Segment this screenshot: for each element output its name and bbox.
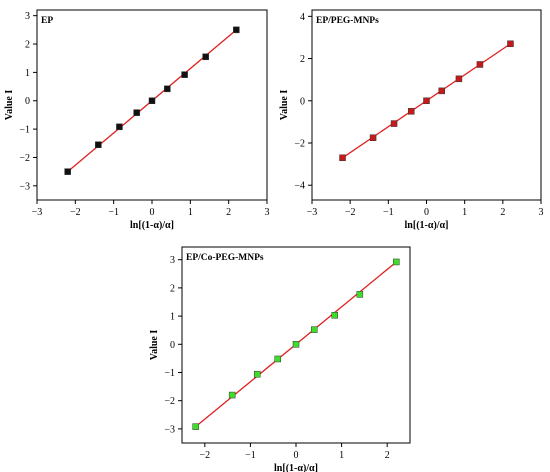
x-tick-label: 2 bbox=[226, 207, 231, 218]
x-tick-label: 1 bbox=[339, 450, 344, 461]
x-tick-label: −1 bbox=[108, 207, 119, 218]
x-tick-label: 3 bbox=[539, 207, 544, 218]
data-point bbox=[390, 120, 398, 127]
y-tick-label: 3 bbox=[25, 11, 30, 22]
plot-frame bbox=[311, 9, 542, 201]
x-tick-label: 1 bbox=[462, 207, 467, 218]
y-tick-label: 1 bbox=[25, 68, 30, 79]
data-point bbox=[95, 141, 102, 148]
x-tick-label: −2 bbox=[70, 207, 81, 218]
x-tick-label: 1 bbox=[188, 207, 193, 218]
data-point bbox=[310, 326, 318, 333]
y-tick-label: 4 bbox=[300, 12, 305, 23]
x-axis-label: ln[(1-α)/α] bbox=[274, 463, 318, 472]
y-tick-label: 3 bbox=[170, 255, 175, 266]
plot-frame bbox=[36, 9, 268, 201]
data-point bbox=[164, 85, 171, 93]
data-point bbox=[148, 97, 156, 104]
y-tick-label: −2 bbox=[294, 139, 305, 150]
data-point bbox=[292, 341, 300, 348]
y-tick-label: −4 bbox=[294, 181, 305, 192]
x-tick-label: −2 bbox=[199, 450, 210, 461]
x-tick-label: −3 bbox=[32, 207, 43, 218]
y-tick-label: −2 bbox=[164, 396, 175, 407]
data-point bbox=[407, 108, 415, 115]
data-point bbox=[339, 154, 346, 162]
data-point bbox=[274, 355, 282, 363]
y-axis-label: Value I bbox=[149, 330, 160, 361]
y-tick-label: −1 bbox=[19, 125, 30, 136]
data-point bbox=[253, 370, 261, 378]
data-point bbox=[369, 134, 377, 141]
x-tick-label: −2 bbox=[345, 207, 356, 218]
x-tick-label: 0 bbox=[424, 207, 429, 218]
panel-title: EP/PEG-MNPs bbox=[316, 16, 379, 26]
data-point bbox=[455, 75, 463, 83]
x-tick-label: 3 bbox=[265, 207, 270, 218]
data-point bbox=[438, 87, 446, 95]
y-tick-label: 1 bbox=[170, 312, 175, 323]
data-point bbox=[116, 123, 123, 131]
data-point bbox=[393, 258, 400, 266]
chart-panel-ep-peg-mnps: −3 −2 −1 0 1 2 3 −4 −2 0 2 4 EP/PEG-MNPs ln[(1-α)/α] V… bbox=[279, 9, 544, 231]
data-point bbox=[228, 391, 236, 399]
data-point bbox=[356, 291, 364, 298]
y-tick-label: 2 bbox=[170, 283, 175, 294]
x-tick-label: −3 bbox=[307, 207, 318, 218]
data-point bbox=[331, 311, 339, 319]
x-tick-label: 0 bbox=[150, 207, 155, 218]
data-point bbox=[181, 71, 188, 78]
x-tick-label: −1 bbox=[383, 207, 394, 218]
y-tick-label: 0 bbox=[170, 340, 175, 351]
y-tick-label: 2 bbox=[25, 40, 30, 51]
y-tick-label: −2 bbox=[19, 153, 30, 164]
data-point bbox=[507, 40, 514, 48]
x-tick-label: 2 bbox=[385, 450, 390, 461]
data-point bbox=[233, 26, 240, 34]
y-tick-label: 2 bbox=[300, 54, 305, 65]
y-tick-label: 0 bbox=[300, 96, 305, 107]
x-axis-label: ln[(1-α)/α] bbox=[130, 220, 174, 231]
y-tick-label: −3 bbox=[19, 181, 30, 192]
panel-title: EP/Co-PEG-MNPs bbox=[186, 253, 264, 263]
panel-title: EP bbox=[41, 16, 53, 26]
chart-panel-ep: −3 −2 −1 0 1 2 3 −3 −2 −1 0 1 2 3 EP ln[(1-α)/α] Value I bbox=[4, 9, 270, 231]
data-point bbox=[476, 61, 484, 68]
x-axis-label: ln[(1-α)/α] bbox=[405, 220, 449, 231]
y-tick-label: −1 bbox=[164, 368, 175, 379]
data-point bbox=[133, 109, 140, 116]
chart-panel-ep-co-peg-mnps: −2 −1 0 1 2 −3 −2 −1 0 1 2 3 EP/Co-PEG-MNPs ln[(1-α)/… bbox=[149, 246, 411, 472]
data-point bbox=[192, 423, 199, 430]
y-axis-label: Value I bbox=[279, 90, 290, 121]
y-tick-label: −3 bbox=[164, 424, 175, 435]
x-tick-label: 0 bbox=[294, 450, 299, 461]
y-axis-label: Value I bbox=[4, 90, 15, 121]
data-point bbox=[64, 168, 71, 175]
data-point bbox=[423, 97, 430, 105]
x-tick-label: −1 bbox=[245, 450, 256, 461]
y-tick-label: 0 bbox=[25, 96, 30, 107]
data-point bbox=[202, 53, 209, 61]
x-tick-label: 2 bbox=[500, 207, 505, 218]
